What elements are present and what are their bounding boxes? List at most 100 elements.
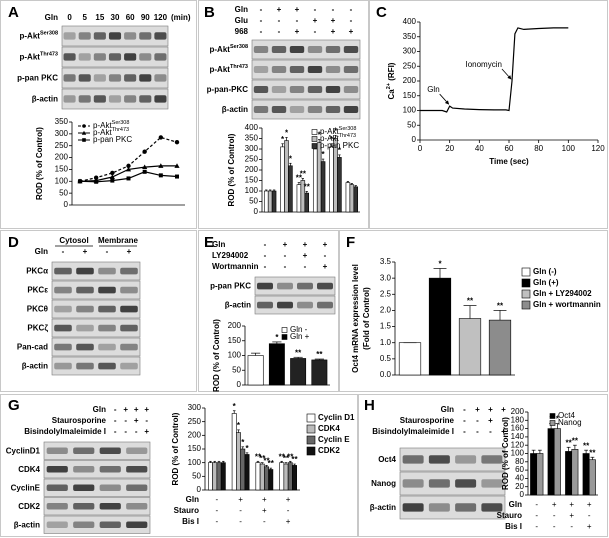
condition-sign: + xyxy=(134,405,139,414)
condition-sign: + xyxy=(587,500,592,509)
condition-sign: 5 xyxy=(82,13,87,22)
y-axis-label: Ca2+ (RFI) xyxy=(386,62,396,99)
blot-band xyxy=(108,53,122,61)
condition-sign: - xyxy=(489,427,492,436)
blot-row-label: PKCε xyxy=(27,286,48,295)
legend-swatch xyxy=(549,420,556,426)
condition-sign: + xyxy=(283,240,288,249)
condition-sign: - xyxy=(278,27,281,36)
annotation: Gln xyxy=(427,85,439,94)
y-tick-label: 250 xyxy=(55,141,69,150)
annotation-arrow xyxy=(501,68,512,80)
y-tick-label: 1.5 xyxy=(380,322,392,331)
blot-band xyxy=(46,447,68,455)
blot-band xyxy=(108,32,122,40)
bar xyxy=(353,186,359,213)
blot-band xyxy=(78,32,91,40)
blot-band xyxy=(325,66,341,73)
blot-band xyxy=(277,282,293,290)
legend-swatch xyxy=(281,327,288,333)
blot-band xyxy=(46,503,68,510)
legend-label: p-pan PKC xyxy=(320,141,359,150)
y-axis-label: Oct4 mRNA expression level xyxy=(351,264,360,373)
blot-strip xyxy=(51,299,141,319)
blot-band xyxy=(139,53,152,61)
label-sup: Ser308 xyxy=(112,120,130,126)
y-tick-label: 0 xyxy=(237,380,242,389)
y-tick-label: 50 xyxy=(59,188,68,197)
significance: ** xyxy=(283,454,290,463)
blot-band xyxy=(99,466,121,473)
blot-band xyxy=(289,86,305,93)
y-axis-label: (Fold of Control) xyxy=(362,287,371,350)
significance: ** xyxy=(583,441,590,450)
legend-swatch xyxy=(306,424,316,434)
blot-band xyxy=(481,479,503,488)
significance: * xyxy=(281,135,285,144)
condition-sign: - xyxy=(260,5,263,14)
blot-band xyxy=(108,95,122,103)
blot-band xyxy=(124,32,137,40)
condition-name: Bisindolylmaleimide I xyxy=(372,427,454,436)
significance: ** xyxy=(300,170,307,179)
blot-row-label: PKCα xyxy=(26,267,48,276)
condition-sign: - xyxy=(570,522,573,531)
blot-band xyxy=(98,343,116,351)
condition-sign: 30 xyxy=(111,13,120,22)
legend-swatch xyxy=(281,334,288,340)
condition-sign: - xyxy=(216,517,219,526)
legend-swatch xyxy=(306,413,316,423)
condition-sign: - xyxy=(287,506,290,515)
label-sup: Ser308 xyxy=(40,31,58,37)
y-tick-label: 50 xyxy=(249,197,258,206)
blot-band xyxy=(78,95,91,103)
bar xyxy=(320,161,326,213)
blot-strip xyxy=(43,497,151,516)
legend-label: p-pan PKC xyxy=(93,135,132,144)
condition-sign: 15 xyxy=(95,13,104,22)
blot-band xyxy=(120,305,138,313)
bar xyxy=(329,146,334,213)
blot-band xyxy=(253,66,269,73)
blot-band xyxy=(257,282,273,290)
label-sup: Thr473 xyxy=(40,52,58,58)
condition-sign: - xyxy=(124,416,127,425)
significance: * xyxy=(334,126,338,135)
blot-band xyxy=(54,305,72,313)
condition-sign: + xyxy=(277,5,282,14)
blot-band xyxy=(402,455,424,464)
condition-sign: + xyxy=(501,427,506,436)
blot-band xyxy=(253,86,269,93)
significance: * xyxy=(245,444,249,453)
y-tick-label: 40 xyxy=(515,474,524,483)
condition-sign: + xyxy=(323,240,328,249)
bar xyxy=(288,165,293,213)
blot-band xyxy=(253,106,269,113)
y-tick-label: 60 xyxy=(515,465,524,474)
condition-sign: + xyxy=(331,27,336,36)
blot-strip xyxy=(51,337,141,357)
condition-sign: - xyxy=(216,495,219,504)
blot-band xyxy=(54,343,72,351)
condition-sign: - xyxy=(124,427,127,436)
condition-sign: + xyxy=(349,27,354,36)
y-tick-label: 150 xyxy=(55,165,69,174)
panel-label: G xyxy=(8,397,20,414)
y-tick-label: 300 xyxy=(188,403,202,412)
condition-sign: - xyxy=(278,16,281,25)
bar xyxy=(311,359,328,386)
blot-band xyxy=(271,46,287,53)
point xyxy=(78,179,82,184)
panel-frame xyxy=(0,0,197,229)
condition-sign: - xyxy=(304,262,307,271)
y-axis-label: ROD (% of Control) xyxy=(35,127,44,200)
panel-label: B xyxy=(204,4,215,21)
blot-strip xyxy=(61,67,169,89)
y-tick-label: 200 xyxy=(188,430,202,439)
panel-label: E xyxy=(204,234,214,251)
y-tick-label: 50 xyxy=(407,120,416,129)
label-sup: Ser308 xyxy=(339,126,357,132)
significance: ** xyxy=(287,452,294,461)
blot-band xyxy=(98,362,116,370)
y-axis-label: ROD (% of Control) xyxy=(212,319,221,392)
